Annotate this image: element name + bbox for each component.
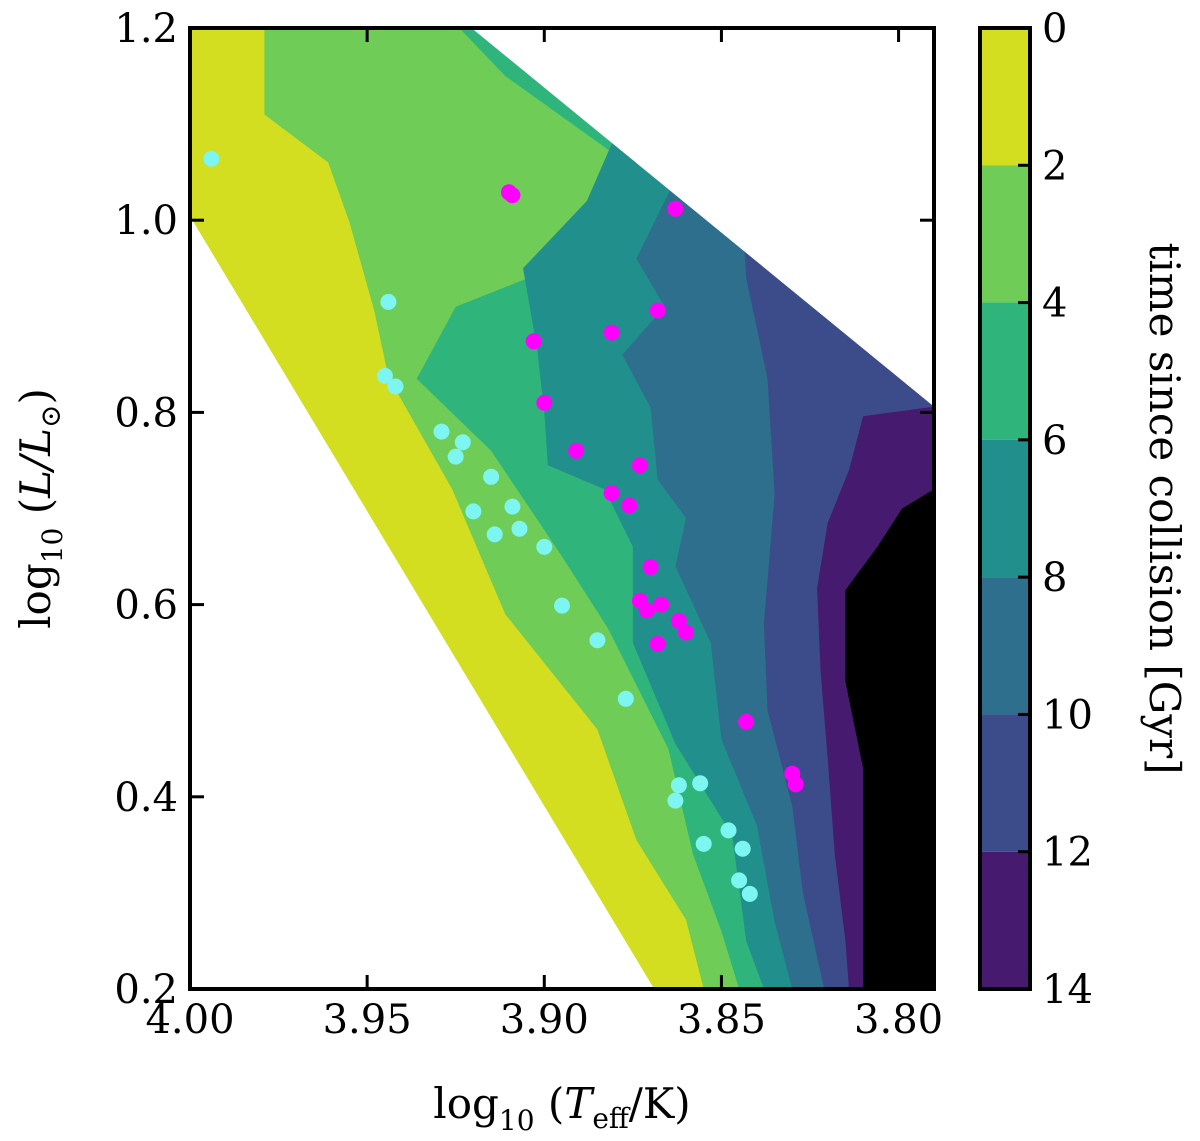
x-axis-label-sub: 10 (499, 1104, 535, 1137)
magenta-point (536, 394, 553, 411)
cyan-point (536, 538, 553, 555)
x-tick-label: 3.90 (500, 997, 589, 1043)
y-axis-label-var: L/L (11, 428, 60, 499)
cyan-point (483, 468, 500, 485)
y-tick-label: 0.8 (114, 390, 178, 436)
colorbar-tick-label: 8 (1042, 555, 1067, 601)
x-tick-label: 3.95 (323, 997, 412, 1043)
cyan-point (554, 597, 570, 614)
colorbar-tick-label: 2 (1042, 143, 1067, 189)
magenta-point (631, 457, 648, 474)
magenta-point (639, 602, 655, 619)
cyan-point (720, 822, 737, 839)
x-axis-label-var-sub: eff (592, 1102, 631, 1135)
colorbar-band (980, 302, 1030, 440)
colorbar-band (980, 28, 1030, 166)
magenta-point (649, 636, 666, 652)
colorbar-band (980, 165, 1030, 303)
colorbar-bands (980, 28, 1030, 989)
cyan-point (203, 150, 220, 167)
colorbar-tick-label: 4 (1042, 281, 1067, 327)
cyan-point (511, 520, 528, 537)
cyan-point (376, 367, 393, 384)
magenta-point (603, 485, 620, 502)
colorbar-tick-label: 6 (1042, 418, 1067, 464)
cyan-point (433, 423, 450, 440)
x-tick-label: 3.85 (677, 997, 766, 1043)
colorbar-label: time since collision [Gyr] (1140, 242, 1189, 774)
colorbar-band (980, 851, 1030, 989)
x-tick-label: 4.00 (145, 997, 234, 1043)
colorbar: 0 2 4 6 8 10 12 14 time since collision [Gyr] (978, 6, 1189, 1013)
scatter-points (203, 150, 804, 902)
y-tick-label: 0.2 (114, 967, 178, 1013)
x-axis-label: log10 (Teff/K) (433, 1079, 690, 1137)
colorbar-band (980, 714, 1030, 852)
magenta-point (653, 596, 670, 613)
cyan-point (504, 498, 521, 515)
cyan-point (387, 378, 404, 395)
magenta-point (738, 713, 755, 730)
x-tick-label: 3.80 (854, 997, 943, 1043)
colorbar-band (980, 439, 1030, 578)
magenta-point (678, 624, 694, 641)
cyan-point (617, 690, 634, 707)
y-tick-label: 0.4 (114, 775, 178, 821)
colorbar-tick-label: 14 (1042, 967, 1093, 1013)
magenta-point (621, 497, 638, 514)
magenta-point (504, 187, 521, 204)
cyan-point (695, 835, 712, 852)
cyan-point (486, 526, 503, 543)
colorbar-tick-label: 0 (1042, 6, 1067, 52)
magenta-point (787, 776, 804, 793)
magenta-point (642, 559, 659, 576)
y-axis-label-sub: 10 (36, 528, 69, 564)
domain-mask-lower (190, 216, 655, 989)
colorbar-tick-label: 10 (1042, 692, 1093, 738)
x-axis-label-var: T (564, 1079, 595, 1128)
x-axis-label-prefix: log (433, 1079, 499, 1128)
colorbar-ticks: 0 2 4 6 8 10 12 14 (1018, 6, 1093, 1013)
x-axis-label-unit: /K) (629, 1079, 691, 1128)
contour-band-14-undefined (845, 489, 934, 989)
y-axis-label-prefix: log (11, 563, 60, 629)
contour-fills (190, 28, 934, 989)
cyan-point (667, 792, 684, 809)
magenta-point (525, 333, 542, 350)
cyan-point (731, 872, 748, 889)
colorbar-tick-label: 12 (1042, 830, 1093, 876)
cyan-point (670, 777, 687, 794)
y-axis-label: log10 (L/L⊙) (11, 388, 69, 629)
cyan-point (447, 448, 464, 465)
cyan-point (692, 775, 709, 792)
plot-frame (188, 26, 936, 991)
magenta-point (649, 302, 666, 319)
magenta-point (667, 200, 684, 217)
cyan-point (454, 434, 471, 451)
cyan-point (380, 293, 397, 310)
y-tick-label: 0.6 (114, 583, 178, 629)
cyan-point (741, 885, 758, 902)
y-tick-label: 1.0 (114, 198, 178, 244)
colorbar-band (980, 577, 1030, 715)
colorbar-frame (978, 26, 1032, 991)
cyan-point (465, 503, 482, 520)
cyan-point (734, 840, 751, 857)
magenta-point (568, 442, 585, 459)
cyan-point (589, 632, 606, 649)
magenta-point (670, 612, 687, 629)
axis-ticks: 4.00 3.95 3.90 3.85 3.80 0.2 0.4 0.6 0.8 1.0 1.2 (114, 6, 943, 1043)
magenta-point (603, 324, 620, 341)
domain-mask-upper (471, 28, 934, 407)
plot-area (190, 28, 934, 989)
y-axis-label-var-sub: ⊙ (34, 404, 67, 427)
y-tick-label: 1.2 (114, 6, 178, 52)
